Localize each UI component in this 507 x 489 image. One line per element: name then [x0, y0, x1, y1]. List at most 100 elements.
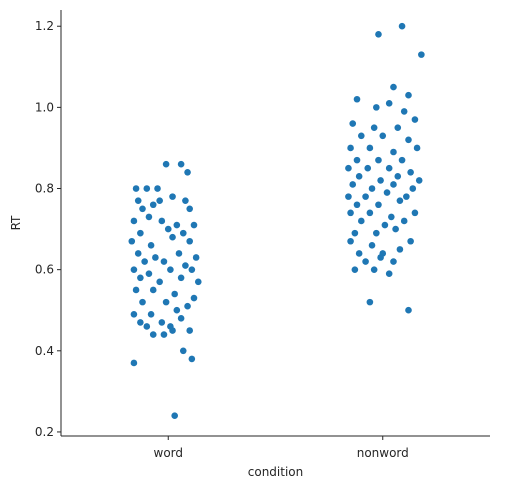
data-point-word — [137, 229, 144, 237]
data-point-word — [177, 315, 185, 322]
y-tick-label: 1.2 — [35, 19, 54, 33]
data-point-word — [141, 258, 148, 265]
data-point-word — [137, 319, 144, 326]
data-point-word — [175, 250, 183, 257]
y-tick-label: 0.6 — [35, 263, 54, 277]
data-point-word — [134, 250, 142, 257]
y-tick-label: 1.0 — [35, 100, 54, 114]
data-point-word — [162, 298, 170, 306]
data-point-nonword — [370, 266, 378, 273]
data-point-word — [149, 201, 157, 209]
data-point-word — [147, 242, 155, 249]
data-point-word — [177, 160, 185, 168]
y-tick-label: 0.8 — [35, 182, 54, 196]
data-point-word — [169, 193, 176, 200]
data-point-word — [130, 266, 138, 273]
data-point-nonword — [405, 91, 412, 99]
data-point-word — [130, 310, 138, 318]
data-point-nonword — [383, 189, 391, 196]
data-point-nonword — [368, 242, 376, 249]
data-point-word — [128, 237, 136, 245]
data-point-word — [162, 160, 170, 168]
data-point-nonword — [345, 164, 352, 172]
data-point-nonword — [411, 116, 419, 123]
data-point-word — [194, 278, 202, 286]
data-point-word — [171, 412, 178, 420]
data-point-word — [169, 327, 176, 334]
data-point-nonword — [407, 168, 414, 176]
data-point-word — [173, 306, 181, 314]
data-point-word — [143, 323, 151, 330]
data-point-nonword — [373, 104, 380, 111]
data-point-nonword — [375, 156, 382, 164]
data-point-word — [160, 258, 168, 265]
data-point-word — [188, 266, 196, 273]
data-point-word — [143, 185, 151, 192]
data-point-word — [154, 185, 161, 192]
data-point-word — [160, 331, 168, 338]
data-point-word — [156, 278, 163, 286]
data-point-nonword — [349, 181, 357, 188]
data-point-nonword — [398, 22, 406, 30]
data-point-word — [179, 347, 187, 355]
data-point-nonword — [345, 193, 352, 200]
data-point-nonword — [362, 258, 369, 265]
data-point-word — [190, 294, 198, 302]
data-point-nonword — [407, 237, 414, 245]
data-point-nonword — [392, 225, 399, 233]
data-point-nonword — [405, 136, 412, 144]
data-point-word — [137, 274, 144, 282]
data-point-nonword — [396, 246, 404, 253]
data-point-nonword — [390, 181, 397, 188]
data-point-word — [182, 262, 189, 269]
data-point-nonword — [375, 201, 382, 209]
y-axis-label: RT — [9, 215, 23, 230]
data-point-word — [167, 266, 174, 273]
data-point-nonword — [385, 164, 393, 172]
data-point-word — [139, 298, 146, 306]
data-point-nonword — [396, 197, 404, 204]
data-point-nonword — [390, 83, 397, 91]
x-ticks: word nonword — [154, 436, 409, 460]
data-point-nonword — [364, 164, 372, 172]
data-point-nonword — [398, 156, 406, 164]
data-point-nonword — [353, 95, 361, 103]
data-point-nonword — [355, 173, 363, 180]
data-point-nonword — [366, 144, 374, 152]
data-point-nonword — [362, 193, 369, 200]
data-point-nonword — [409, 185, 417, 192]
data-point-word — [145, 270, 153, 278]
data-point-nonword — [390, 258, 397, 265]
data-point-nonword — [370, 124, 378, 131]
data-point-word — [147, 310, 155, 318]
data-point-word — [130, 359, 138, 367]
x-axis-label: condition — [248, 465, 303, 479]
data-point-word — [184, 302, 191, 310]
data-point-word — [158, 217, 166, 225]
data-point-word — [158, 319, 166, 326]
data-point-nonword — [366, 298, 374, 306]
data-point-nonword — [379, 132, 387, 140]
data-point-nonword — [358, 132, 365, 140]
data-point-word — [179, 229, 187, 237]
data-point-nonword — [347, 209, 354, 217]
data-point-nonword — [377, 254, 384, 261]
data-point-word — [169, 233, 176, 241]
data-point-nonword — [347, 144, 354, 152]
data-point-word — [164, 225, 172, 233]
data-point-word — [186, 237, 193, 245]
data-point-word — [171, 290, 178, 298]
data-point-nonword — [347, 237, 354, 245]
data-point-nonword — [377, 177, 384, 184]
data-point-nonword — [351, 229, 359, 237]
data-point-nonword — [385, 270, 393, 278]
data-point-nonword — [349, 120, 357, 127]
data-point-nonword — [358, 217, 365, 225]
data-point-nonword — [388, 213, 395, 221]
data-point-word — [192, 254, 200, 261]
data-point-word — [156, 197, 163, 204]
data-point-word — [186, 327, 193, 334]
x-tick-label-word: word — [154, 446, 184, 460]
y-tick-label: 0.4 — [35, 344, 54, 358]
data-point-word — [139, 205, 146, 213]
